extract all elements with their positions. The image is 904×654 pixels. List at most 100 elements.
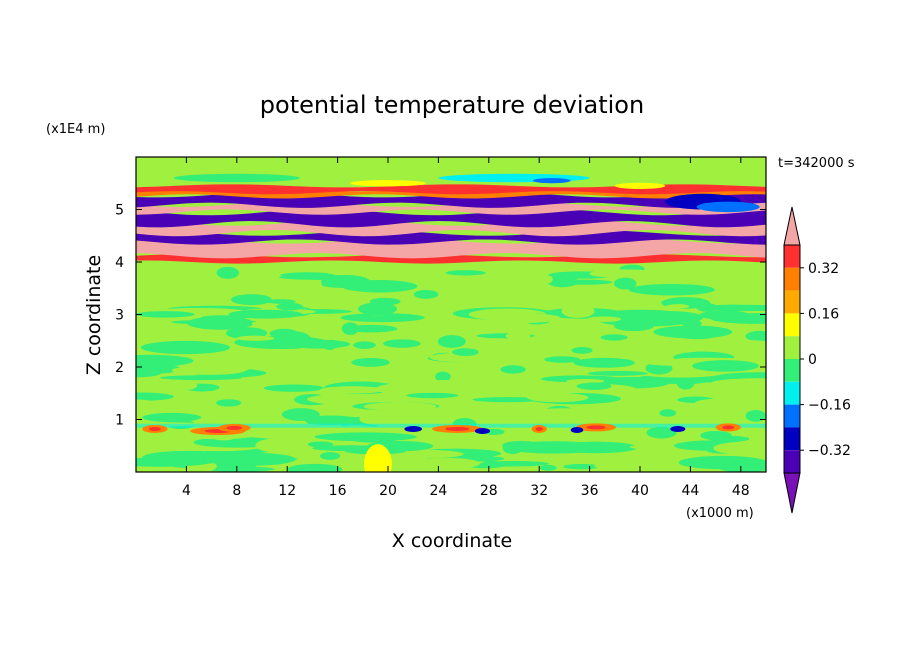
field-patch	[276, 302, 304, 311]
field-patch	[576, 382, 612, 390]
field-patch	[260, 355, 305, 362]
field-patch	[196, 416, 257, 424]
field-patch	[656, 379, 706, 385]
field-patch	[228, 309, 303, 319]
field-patch	[653, 325, 733, 339]
field-patch	[140, 340, 231, 355]
field-patch	[363, 401, 437, 411]
field-patch	[696, 201, 760, 213]
field-patch	[587, 370, 648, 376]
x-tick-label: 4	[182, 483, 191, 499]
field-patch	[679, 429, 695, 442]
field-patch	[435, 371, 451, 382]
field-patch	[353, 341, 376, 349]
field-patch	[445, 426, 470, 431]
field-patch	[383, 339, 421, 348]
field-patch	[351, 357, 390, 367]
field-patch	[173, 173, 300, 183]
x-tick-label: 28	[480, 483, 498, 499]
field-patch	[240, 360, 284, 365]
field-patch	[216, 266, 239, 279]
field-patch	[136, 367, 162, 378]
field-patch	[357, 302, 398, 316]
field-patch	[241, 416, 294, 424]
y-tick-label: 3	[115, 308, 124, 324]
field-patch	[527, 392, 589, 403]
field-patch	[488, 313, 561, 323]
field-patch	[136, 311, 195, 318]
field-patch	[666, 304, 690, 309]
field-patch	[363, 444, 392, 472]
field-patch	[136, 399, 159, 412]
field-patch	[644, 359, 706, 366]
x-tick-label: 32	[530, 483, 548, 499]
field-patch	[718, 463, 766, 472]
colorbar-tick-label: 0	[808, 352, 817, 368]
field-patch	[265, 299, 296, 304]
field-patch	[606, 346, 634, 353]
x-ticks: 4 8 12 16 20 24 28 32 36 40 44 48	[182, 157, 750, 499]
field-patch	[186, 316, 254, 330]
colorbar-segment	[784, 381, 800, 405]
field-patch	[375, 382, 463, 396]
field-patch	[136, 392, 174, 401]
field-patch	[226, 425, 243, 430]
colorbar-segment	[784, 359, 800, 382]
field-patch	[148, 426, 161, 431]
field-patch	[405, 462, 424, 471]
field-patch	[136, 354, 194, 367]
field-patch	[586, 425, 606, 430]
colorbar-over-arrow	[783, 206, 801, 246]
colorbar-tick-label: −0.16	[808, 398, 851, 414]
x-tick-label: 40	[631, 483, 649, 499]
field-patch	[404, 425, 423, 432]
field-patch	[236, 335, 275, 341]
field-patch	[696, 303, 718, 312]
field-patch	[628, 349, 670, 362]
field-patch	[307, 441, 334, 448]
field-band	[136, 184, 766, 195]
time-label: t=342000 s	[778, 156, 855, 171]
field-patch	[437, 335, 466, 348]
field-patch	[710, 313, 766, 324]
field-patch	[614, 182, 666, 190]
field-patch	[474, 428, 491, 435]
field-patch	[500, 365, 526, 374]
field-patch	[350, 180, 426, 187]
colorbar-tick-label: 0.32	[808, 261, 839, 277]
field-patch	[251, 319, 323, 328]
x-tick-label: 24	[429, 483, 447, 499]
field-patch	[406, 392, 459, 399]
field-patch	[700, 276, 766, 288]
field-patch	[570, 427, 584, 433]
field-patch	[181, 379, 198, 390]
y-tick-label: 5	[115, 203, 124, 219]
field-patch	[573, 357, 636, 368]
colorbar-segment	[784, 404, 800, 428]
field-band	[136, 219, 766, 237]
colorbar-segment	[784, 450, 800, 473]
y-tick-label: 4	[115, 255, 124, 271]
field-band	[136, 230, 766, 245]
field-patch	[472, 397, 544, 403]
y-tick-label: 1	[115, 413, 124, 429]
field-patch	[280, 272, 335, 279]
field-patch	[340, 313, 425, 323]
field-patch	[692, 360, 760, 372]
field-patch	[319, 452, 341, 460]
field-patch	[142, 450, 235, 465]
field-patch	[314, 432, 417, 442]
x-tick-label: 12	[278, 483, 296, 499]
colorbar-segment	[784, 313, 800, 337]
field-patch	[539, 464, 557, 471]
field-patch	[281, 408, 320, 421]
x-tick-label: 48	[732, 483, 750, 499]
colorbar-segment	[784, 290, 800, 314]
field-patch	[586, 316, 622, 323]
field-patch	[263, 384, 324, 392]
field-patch	[359, 412, 402, 426]
field-patch	[628, 315, 647, 326]
field-patch	[708, 435, 750, 442]
field-patch	[281, 369, 303, 375]
